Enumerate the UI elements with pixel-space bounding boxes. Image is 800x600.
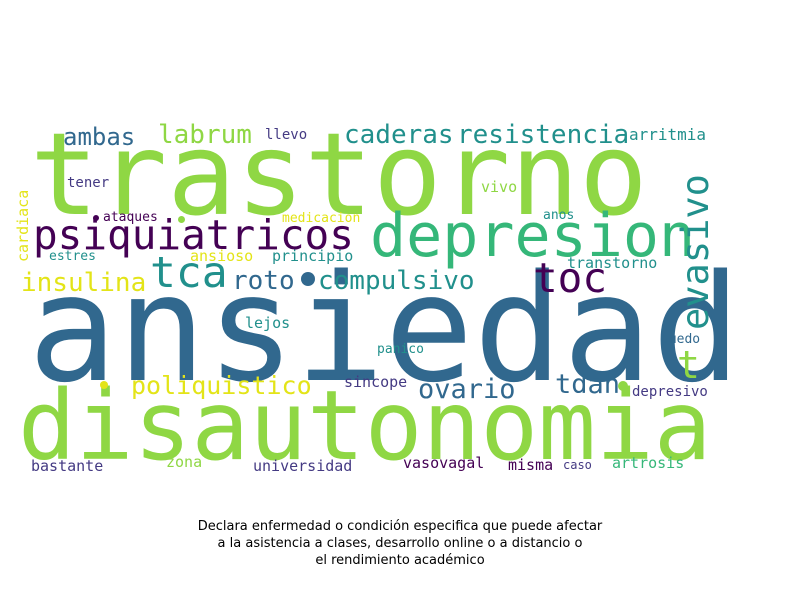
word-disautonomia: disautonomia <box>18 370 712 482</box>
word-poliquistico: poliquistico <box>131 371 312 400</box>
dot-mark <box>301 272 315 286</box>
word-caderas: caderas <box>344 120 454 150</box>
word-principio: principio <box>272 247 354 265</box>
word-artrosis: artrosis <box>612 454 685 472</box>
word-tdah: tdah <box>555 369 621 400</box>
word-compulsivo: compulsivo <box>318 266 475 296</box>
caption-line: Declara enfermedad o condición especific… <box>197 519 603 534</box>
word-insulina: insulina <box>21 268 147 298</box>
dot-mark <box>100 381 108 389</box>
caption-line: el rendimiento académico <box>315 553 485 568</box>
word-lejos: lejos <box>245 314 291 332</box>
word-bastante: bastante <box>31 457 104 475</box>
word-tener: tener <box>67 175 110 191</box>
figure-caption: Declara enfermedad o condición especific… <box>100 518 700 569</box>
word-depresivo: depresivo <box>632 384 708 400</box>
word-cardiaca: cardiaca <box>14 189 32 262</box>
caption-line: a la asistencia a clases, desarrollo onl… <box>217 536 583 551</box>
word-arritmia: arritmia <box>629 125 707 144</box>
word-t: t <box>677 343 700 387</box>
word-vivo: vivo <box>481 178 518 196</box>
word-tca: tca <box>150 248 228 298</box>
dot-mark <box>178 216 185 223</box>
word-ambas: ambas <box>63 123 136 151</box>
word-misma: misma <box>508 456 554 474</box>
word-trastorno: trastorno <box>30 108 648 241</box>
word-llevo: llevo <box>265 127 308 143</box>
dot-mark <box>618 381 628 391</box>
word-psiquiatricos: psiquiatricos <box>33 211 354 259</box>
word-zona: zona <box>166 453 203 471</box>
word-universidad: universidad <box>253 457 353 475</box>
word-transtorno: transtorno <box>567 254 658 272</box>
word-ataques: ataques <box>103 210 158 225</box>
word-medicacion: medicacion <box>282 211 361 226</box>
word-ansioso: ansioso <box>190 247 254 265</box>
word-depresion: depresion <box>370 201 696 271</box>
word-vasovagal: vasovagal <box>403 454 485 472</box>
word-evasivo: evasivo <box>674 174 717 330</box>
word-ansiedad: ansiedad <box>28 243 741 415</box>
word-ovario: ovario <box>418 374 516 405</box>
word-sincope: sincope <box>344 373 408 391</box>
word-toc: toc <box>533 254 608 302</box>
word-caso: caso <box>563 458 592 472</box>
word-labrum: labrum <box>158 120 252 150</box>
word-puedo: puedo <box>661 332 701 347</box>
word-panico: panico <box>377 342 424 357</box>
word-roto: roto <box>232 266 295 296</box>
word-resistencia: resistencia <box>457 120 630 150</box>
word-anos: anos <box>543 208 575 223</box>
dot-mark <box>93 215 99 221</box>
word-estres: estres <box>49 249 96 264</box>
